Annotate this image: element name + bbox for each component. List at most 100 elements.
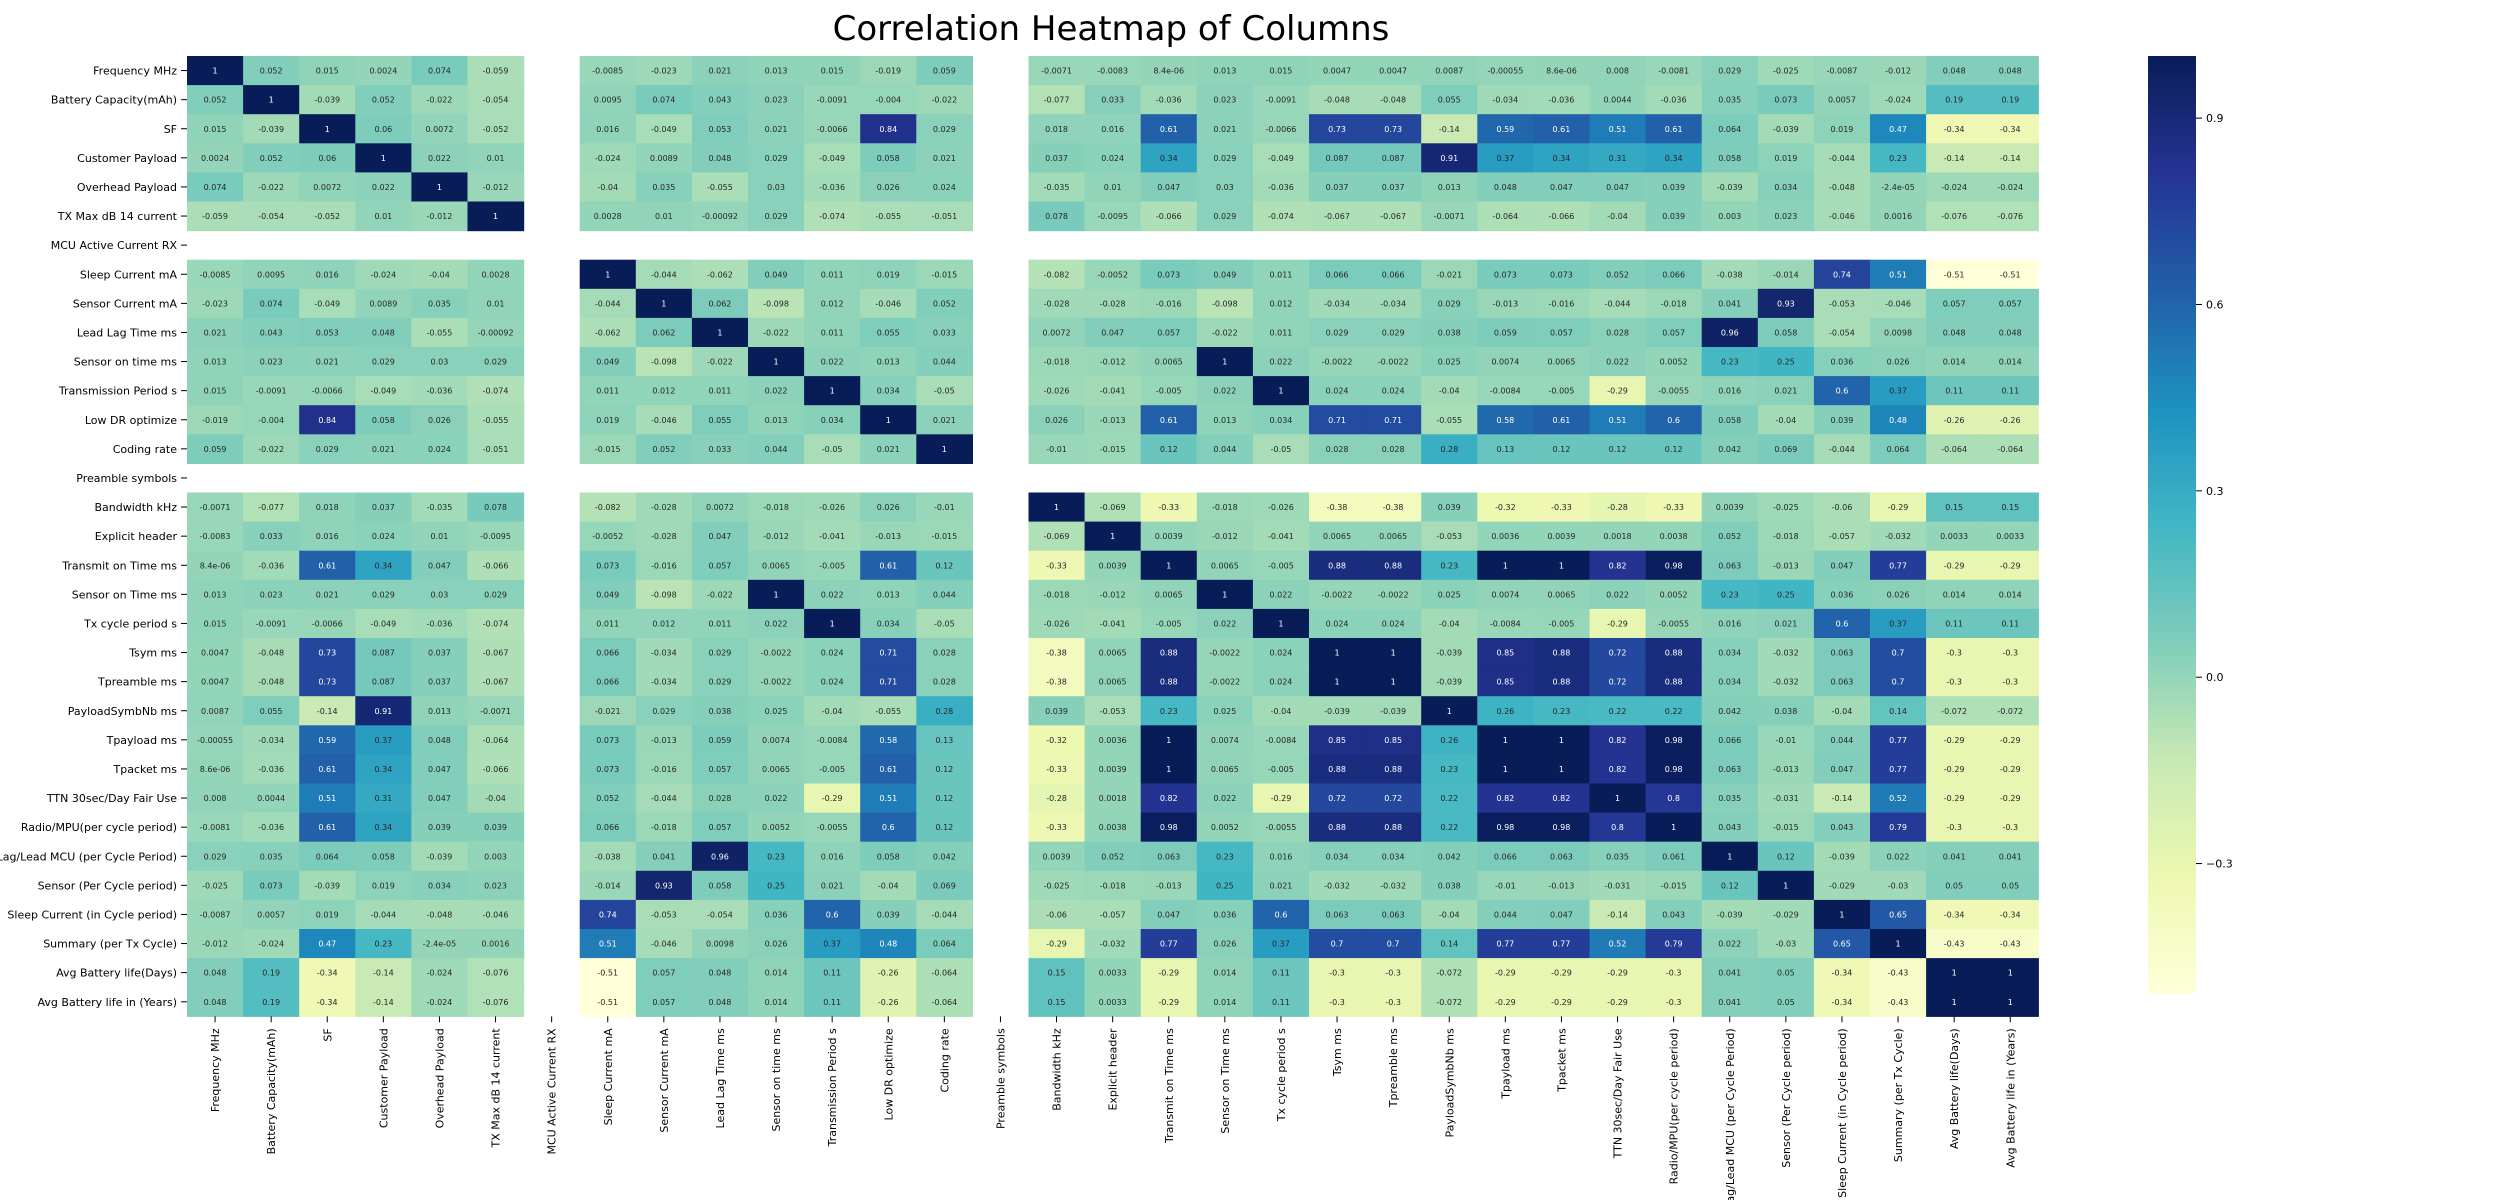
heatmap-cell — [243, 958, 300, 988]
cell-value-label: 0.019 — [1830, 125, 1853, 134]
cell-value-label: 0.014 — [765, 969, 788, 978]
cell-value-label: -0.0083 — [200, 532, 231, 541]
heatmap-cell — [1589, 608, 1647, 639]
heatmap-cell — [1365, 347, 1422, 377]
heatmap-cell — [187, 929, 244, 959]
cell-value-label: -0.064 — [1997, 445, 2023, 454]
cell-value-label: 0.84 — [318, 416, 336, 425]
x-tick-label: Customer Payload — [377, 1028, 390, 1128]
heatmap-cell — [1533, 987, 1591, 1017]
heatmap-cell — [1084, 579, 1142, 610]
heatmap-cell — [1140, 841, 1198, 872]
cell-value-label: 0.034 — [1269, 416, 1292, 425]
heatmap-cell — [1645, 201, 1703, 232]
heatmap-cell — [804, 288, 861, 319]
cell-value-label: 0.11 — [1272, 998, 1290, 1007]
cell-value-label: 0.91 — [1440, 154, 1458, 163]
cell-value-label: 0.044 — [933, 590, 956, 599]
heatmap-cell — [1533, 783, 1591, 814]
heatmap-cell — [243, 812, 300, 843]
heatmap-cell — [1084, 405, 1142, 435]
heatmap-cell — [860, 550, 917, 581]
cell-value-label: -0.049 — [314, 299, 340, 308]
cell-value-label: 0.047 — [708, 532, 731, 541]
cell-value-label: 0.034 — [428, 881, 451, 890]
heatmap-cell — [1140, 521, 1198, 552]
heatmap-cell — [411, 143, 469, 173]
heatmap-cell — [1196, 812, 1254, 843]
colorbar: 0.90.60.30.0−0.3 — [2148, 56, 2233, 994]
heatmap-cell — [1701, 85, 1759, 115]
heatmap-cell — [1870, 259, 1927, 290]
heatmap-cell — [691, 259, 749, 290]
heatmap-cell — [1589, 841, 1647, 872]
cell-value-label: 1 — [942, 445, 947, 454]
cell-value-label: 0.58 — [1496, 416, 1514, 425]
heatmap-cell — [916, 259, 973, 290]
heatmap-cell — [1421, 754, 1478, 785]
cell-value-label: -0.0055 — [1658, 619, 1689, 628]
heatmap-cell — [1421, 550, 1478, 581]
heatmap-cell — [1252, 492, 1310, 523]
heatmap-cell — [1196, 667, 1254, 697]
heatmap-cell — [804, 870, 861, 901]
heatmap-cell — [860, 114, 917, 144]
cell-value-label: 0.96 — [1721, 328, 1739, 337]
heatmap-cell — [691, 201, 749, 232]
cell-value-label: 0.88 — [1384, 765, 1402, 774]
heatmap-cell — [1365, 143, 1422, 173]
cell-value-label: 0.022 — [765, 619, 788, 628]
cell-value-label: -0.29 — [1551, 998, 1572, 1007]
heatmap-cell — [411, 812, 469, 843]
x-tick-label: Tpacket ms — [1555, 1028, 1568, 1093]
heatmap-cell — [1870, 288, 1927, 319]
cell-value-label: 0.0072 — [1043, 328, 1071, 337]
heatmap-cell — [748, 347, 805, 377]
heatmap-cell — [1252, 899, 1310, 930]
heatmap-cell — [1196, 899, 1254, 930]
heatmap-cell — [635, 638, 693, 668]
heatmap-cell — [1028, 696, 1086, 726]
heatmap-cell — [1196, 434, 1254, 464]
cell-value-label: 0.039 — [428, 823, 451, 832]
heatmap-cell — [1757, 841, 1815, 872]
heatmap-cell — [299, 56, 356, 86]
heatmap-cell — [411, 579, 469, 610]
heatmap-cell — [1701, 550, 1759, 581]
cell-value-label: 0.062 — [708, 299, 731, 308]
heatmap-cell — [299, 870, 356, 901]
heatmap-cell — [635, 550, 693, 581]
heatmap-cell — [467, 56, 525, 86]
heatmap-cell — [187, 987, 244, 1017]
cell-value-label: 1 — [1839, 910, 1844, 919]
cell-value-label: -0.026 — [1044, 619, 1070, 628]
cell-value-label: 0.024 — [1101, 154, 1124, 163]
cell-value-label: -0.074 — [819, 212, 845, 221]
heatmap-cell — [1870, 347, 1927, 377]
cell-value-label: 0.028 — [933, 649, 956, 658]
cell-value-label: 0.019 — [372, 881, 395, 890]
cell-value-label: -0.034 — [651, 678, 677, 687]
cell-value-label: 0.044 — [1830, 736, 1853, 745]
cell-value-label: 0.057 — [1999, 299, 2022, 308]
cell-value-label: 0.008 — [1606, 67, 1629, 76]
cell-value-label: -0.012 — [1885, 67, 1911, 76]
heatmap-cell — [1870, 201, 1927, 232]
heatmap-cell — [635, 405, 693, 435]
heatmap-cell — [748, 114, 805, 144]
heatmap-cell — [1196, 870, 1254, 901]
heatmap-cell — [1028, 56, 1086, 86]
cell-value-label: 0.12 — [1721, 881, 1739, 890]
heatmap-cell — [467, 85, 525, 115]
heatmap-cell — [187, 608, 244, 639]
heatmap-cell — [187, 288, 244, 319]
y-tick-label: SF — [164, 123, 177, 136]
heatmap-cell — [1926, 725, 1983, 755]
heatmap-cell — [299, 579, 356, 610]
y-tick-label: Transmission Period s — [58, 385, 177, 398]
heatmap-cell — [187, 638, 244, 668]
heatmap-cell — [579, 987, 637, 1017]
cell-value-label: -0.051 — [931, 212, 957, 221]
cell-value-label: 0.029 — [1438, 299, 1461, 308]
cell-value-label: -0.032 — [1324, 881, 1350, 890]
